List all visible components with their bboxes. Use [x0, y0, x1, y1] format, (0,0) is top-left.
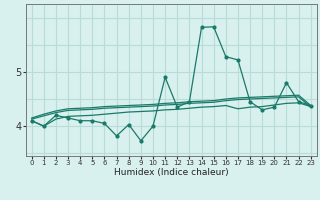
- X-axis label: Humidex (Indice chaleur): Humidex (Indice chaleur): [114, 168, 228, 177]
